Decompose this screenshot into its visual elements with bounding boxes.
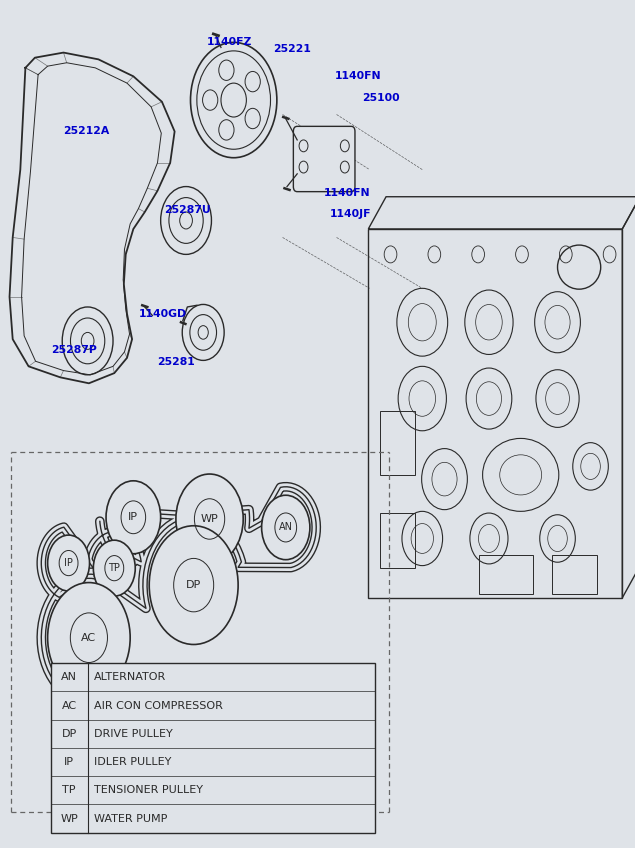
Circle shape [93, 540, 135, 596]
Text: IDLER PULLEY: IDLER PULLEY [94, 757, 171, 767]
Text: DP: DP [186, 580, 201, 590]
Text: 25287U: 25287U [164, 205, 210, 215]
Bar [51, 663, 375, 833]
Text: 1140JF: 1140JF [330, 209, 371, 219]
Text: WP: WP [60, 813, 78, 823]
Circle shape [106, 481, 161, 554]
Text: TP: TP [109, 563, 120, 573]
Text: WP: WP [201, 514, 218, 524]
Circle shape [262, 495, 310, 560]
Text: 25212A: 25212A [64, 126, 110, 137]
Bar [479, 555, 533, 594]
Text: IP: IP [64, 558, 73, 568]
Text: AN: AN [279, 522, 293, 533]
Text: AN: AN [61, 672, 77, 683]
Text: AC: AC [81, 633, 97, 643]
Bar [552, 555, 597, 594]
Circle shape [48, 535, 90, 591]
Text: 1140FN: 1140FN [335, 71, 382, 81]
Text: AC: AC [62, 700, 77, 711]
Text: ALTERNATOR: ALTERNATOR [94, 672, 166, 683]
Text: DRIVE PULLEY: DRIVE PULLEY [94, 728, 173, 739]
Text: 25221: 25221 [273, 44, 311, 54]
Text: TENSIONER PULLEY: TENSIONER PULLEY [94, 785, 203, 795]
Text: TP: TP [62, 785, 76, 795]
Text: AIR CON COMPRESSOR: AIR CON COMPRESSOR [94, 700, 223, 711]
Text: 25281: 25281 [157, 357, 195, 367]
Text: 1140GD: 1140GD [138, 309, 187, 319]
Text: 25287P: 25287P [51, 345, 97, 355]
Text: 1140FN: 1140FN [324, 188, 370, 198]
Text: IP: IP [128, 512, 138, 522]
Text: 1140FZ: 1140FZ [206, 36, 251, 47]
Bar [380, 411, 415, 475]
Text: WATER PUMP: WATER PUMP [94, 813, 168, 823]
Circle shape [176, 474, 243, 564]
Circle shape [48, 583, 130, 693]
FancyBboxPatch shape [293, 126, 355, 192]
Text: 25100: 25100 [362, 92, 399, 103]
Text: IP: IP [64, 757, 74, 767]
Text: DP: DP [62, 728, 77, 739]
Circle shape [149, 526, 238, 644]
Bar [380, 513, 415, 568]
